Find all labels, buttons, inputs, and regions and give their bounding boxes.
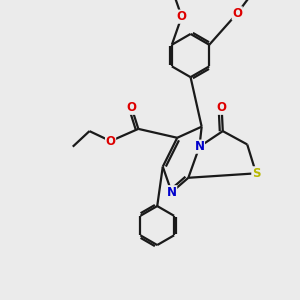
Text: O: O — [217, 101, 227, 114]
Text: O: O — [127, 101, 137, 114]
Text: O: O — [232, 7, 242, 20]
Text: N: N — [194, 140, 204, 153]
Text: O: O — [106, 135, 116, 148]
Text: N: N — [167, 186, 177, 199]
Text: O: O — [177, 10, 187, 23]
Text: S: S — [252, 167, 260, 180]
